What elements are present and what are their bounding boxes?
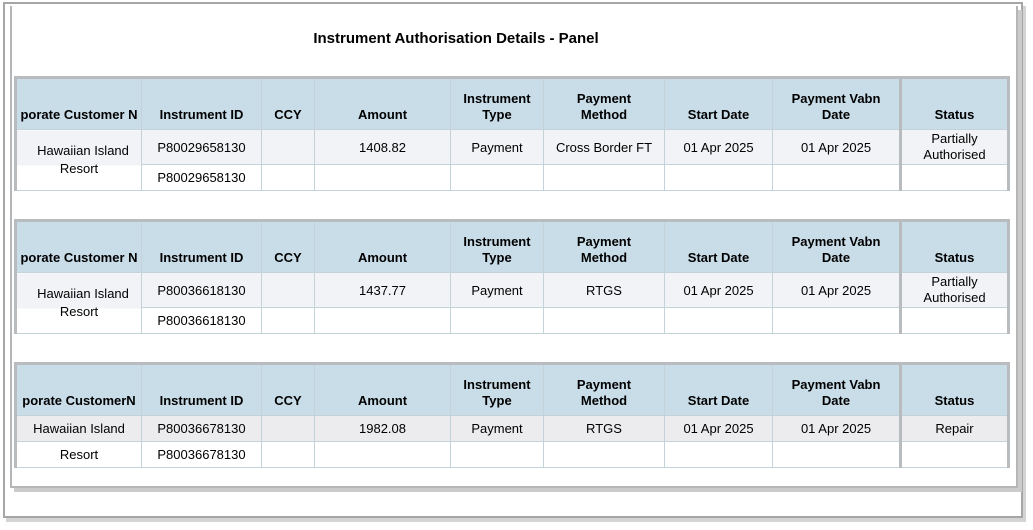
cell-amount: 1408.82 [314, 129, 451, 165]
col-header-status: Status [899, 363, 1009, 416]
cell-payment-value-date [772, 441, 901, 468]
instrument-table-3: porate CustomerN Instrument ID CCY Amoun… [14, 362, 1010, 468]
col-header-instrument-id: Instrument ID [141, 363, 262, 416]
instrument-table-1: porate Customer N Instrument ID CCY Amou… [14, 76, 1010, 191]
cell-status: Repair [899, 415, 1009, 442]
col-header-corporate-customer-name: porate Customer N [15, 220, 142, 273]
cell-start-date: 01 Apr 2025 [664, 129, 773, 165]
cell-start-date [664, 164, 773, 191]
col-header-instrument-type: Instrument Type [450, 363, 544, 416]
cell-instrument-id: P80036678130 [141, 415, 262, 442]
cell-customer-name: Hawaiian Island Resort [15, 129, 142, 191]
cell-ccy [261, 272, 315, 308]
table-row: Hawaiian Island Resort P80036618130 1437… [15, 272, 1009, 334]
cell-customer-name: Resort [15, 441, 142, 468]
cell-status [899, 307, 1009, 334]
col-header-start-date: Start Date [664, 363, 773, 416]
cell-payment-value-date [772, 164, 901, 191]
cell-amount: 1982.08 [314, 415, 451, 442]
col-header-start-date: Start Date [664, 77, 773, 130]
table-row: Hawaiian Island P80036678130 1982.08 Pay… [15, 415, 1009, 442]
header-row: porate Customer N Instrument ID CCY Amou… [15, 77, 1009, 130]
window-frame [3, 2, 1023, 518]
cell-payment-method [543, 307, 665, 334]
cell-customer-name: Hawaiian Island Resort [15, 272, 142, 334]
col-header-instrument-id: Instrument ID [141, 220, 262, 273]
col-header-amount: Amount [314, 363, 451, 416]
instrument-table-2: porate Customer N Instrument ID CCY Amou… [14, 219, 1010, 334]
cell-payment-method [543, 164, 665, 191]
col-header-ccy: CCY [261, 77, 315, 130]
cell-instrument-id: P80036678130 [141, 441, 262, 468]
col-header-payment-value-date: Payment Vabn Date [772, 363, 901, 416]
cell-instrument-type: Payment [450, 272, 544, 308]
cell-payment-method: Cross Border FT [543, 129, 665, 165]
col-header-amount: Amount [314, 77, 451, 130]
cell-start-date: 01 Apr 2025 [664, 415, 773, 442]
col-header-ccy: CCY [261, 363, 315, 416]
col-header-payment-value-date: Payment Vabn Date [772, 77, 901, 130]
cell-instrument-type: Payment [450, 129, 544, 165]
cell-instrument-id: P80036618130 [141, 272, 262, 308]
cell-start-date: 01 Apr 2025 [664, 272, 773, 308]
page-title: Instrument Authorisation Details - Panel [313, 30, 599, 47]
cell-customer-name: Hawaiian Island [15, 415, 142, 442]
col-header-payment-method: Payment Method [543, 220, 665, 273]
cell-ccy [261, 164, 315, 191]
cell-status [899, 441, 1009, 468]
cell-instrument-type: Payment [450, 415, 544, 442]
cell-ccy [261, 441, 315, 468]
col-header-instrument-type: Instrument Type [450, 220, 544, 273]
cell-ccy [261, 415, 315, 442]
col-header-ccy: CCY [261, 220, 315, 273]
col-header-payment-method: Payment Method [543, 77, 665, 130]
table-row: P80029658130 [16, 164, 1009, 191]
cell-amount [314, 441, 451, 468]
cell-payment-method: RTGS [543, 415, 665, 442]
header-row: porate CustomerN Instrument ID CCY Amoun… [15, 363, 1009, 416]
cell-ccy [261, 129, 315, 165]
cell-payment-method [543, 441, 665, 468]
cell-instrument-id: P80036618130 [141, 307, 262, 334]
col-header-payment-method: Payment Method [543, 363, 665, 416]
cell-instrument-type [450, 164, 544, 191]
cell-amount [314, 164, 451, 191]
cell-instrument-type [450, 441, 544, 468]
cell-ccy [261, 307, 315, 334]
table-row: P80036618130 [16, 307, 1009, 334]
col-header-status: Status [899, 77, 1009, 130]
cell-status: Partially Authorised [899, 129, 1009, 165]
cell-amount [314, 307, 451, 334]
col-header-corporate-customer-name: porate CustomerN [15, 363, 142, 416]
col-header-amount: Amount [314, 220, 451, 273]
header-row: porate Customer N Instrument ID CCY Amou… [15, 220, 1009, 273]
col-header-instrument-type: Instrument Type [450, 77, 544, 130]
cell-payment-method: RTGS [543, 272, 665, 308]
col-header-start-date: Start Date [664, 220, 773, 273]
cell-instrument-id: P80029658130 [141, 129, 262, 165]
cell-instrument-id: P80029658130 [141, 164, 262, 191]
col-header-corporate-customer-name: porate Customer N [15, 77, 142, 130]
col-header-payment-value-date: Payment Vabn Date [772, 220, 901, 273]
cell-instrument-type [450, 307, 544, 334]
col-header-instrument-id: Instrument ID [141, 77, 262, 130]
table-row: Resort P80036678130 [15, 441, 1009, 468]
cell-payment-value-date: 01 Apr 2025 [772, 272, 901, 308]
cell-payment-value-date [772, 307, 901, 334]
cell-payment-value-date: 01 Apr 2025 [772, 415, 901, 442]
cell-amount: 1437.77 [314, 272, 451, 308]
cell-status: Partially Authorised [899, 272, 1009, 308]
col-header-status: Status [899, 220, 1009, 273]
cell-status [899, 164, 1009, 191]
cell-payment-value-date: 01 Apr 2025 [772, 129, 901, 165]
table-row: Hawaiian Island Resort P80029658130 1408… [15, 129, 1009, 191]
cell-start-date [664, 307, 773, 334]
cell-start-date [664, 441, 773, 468]
